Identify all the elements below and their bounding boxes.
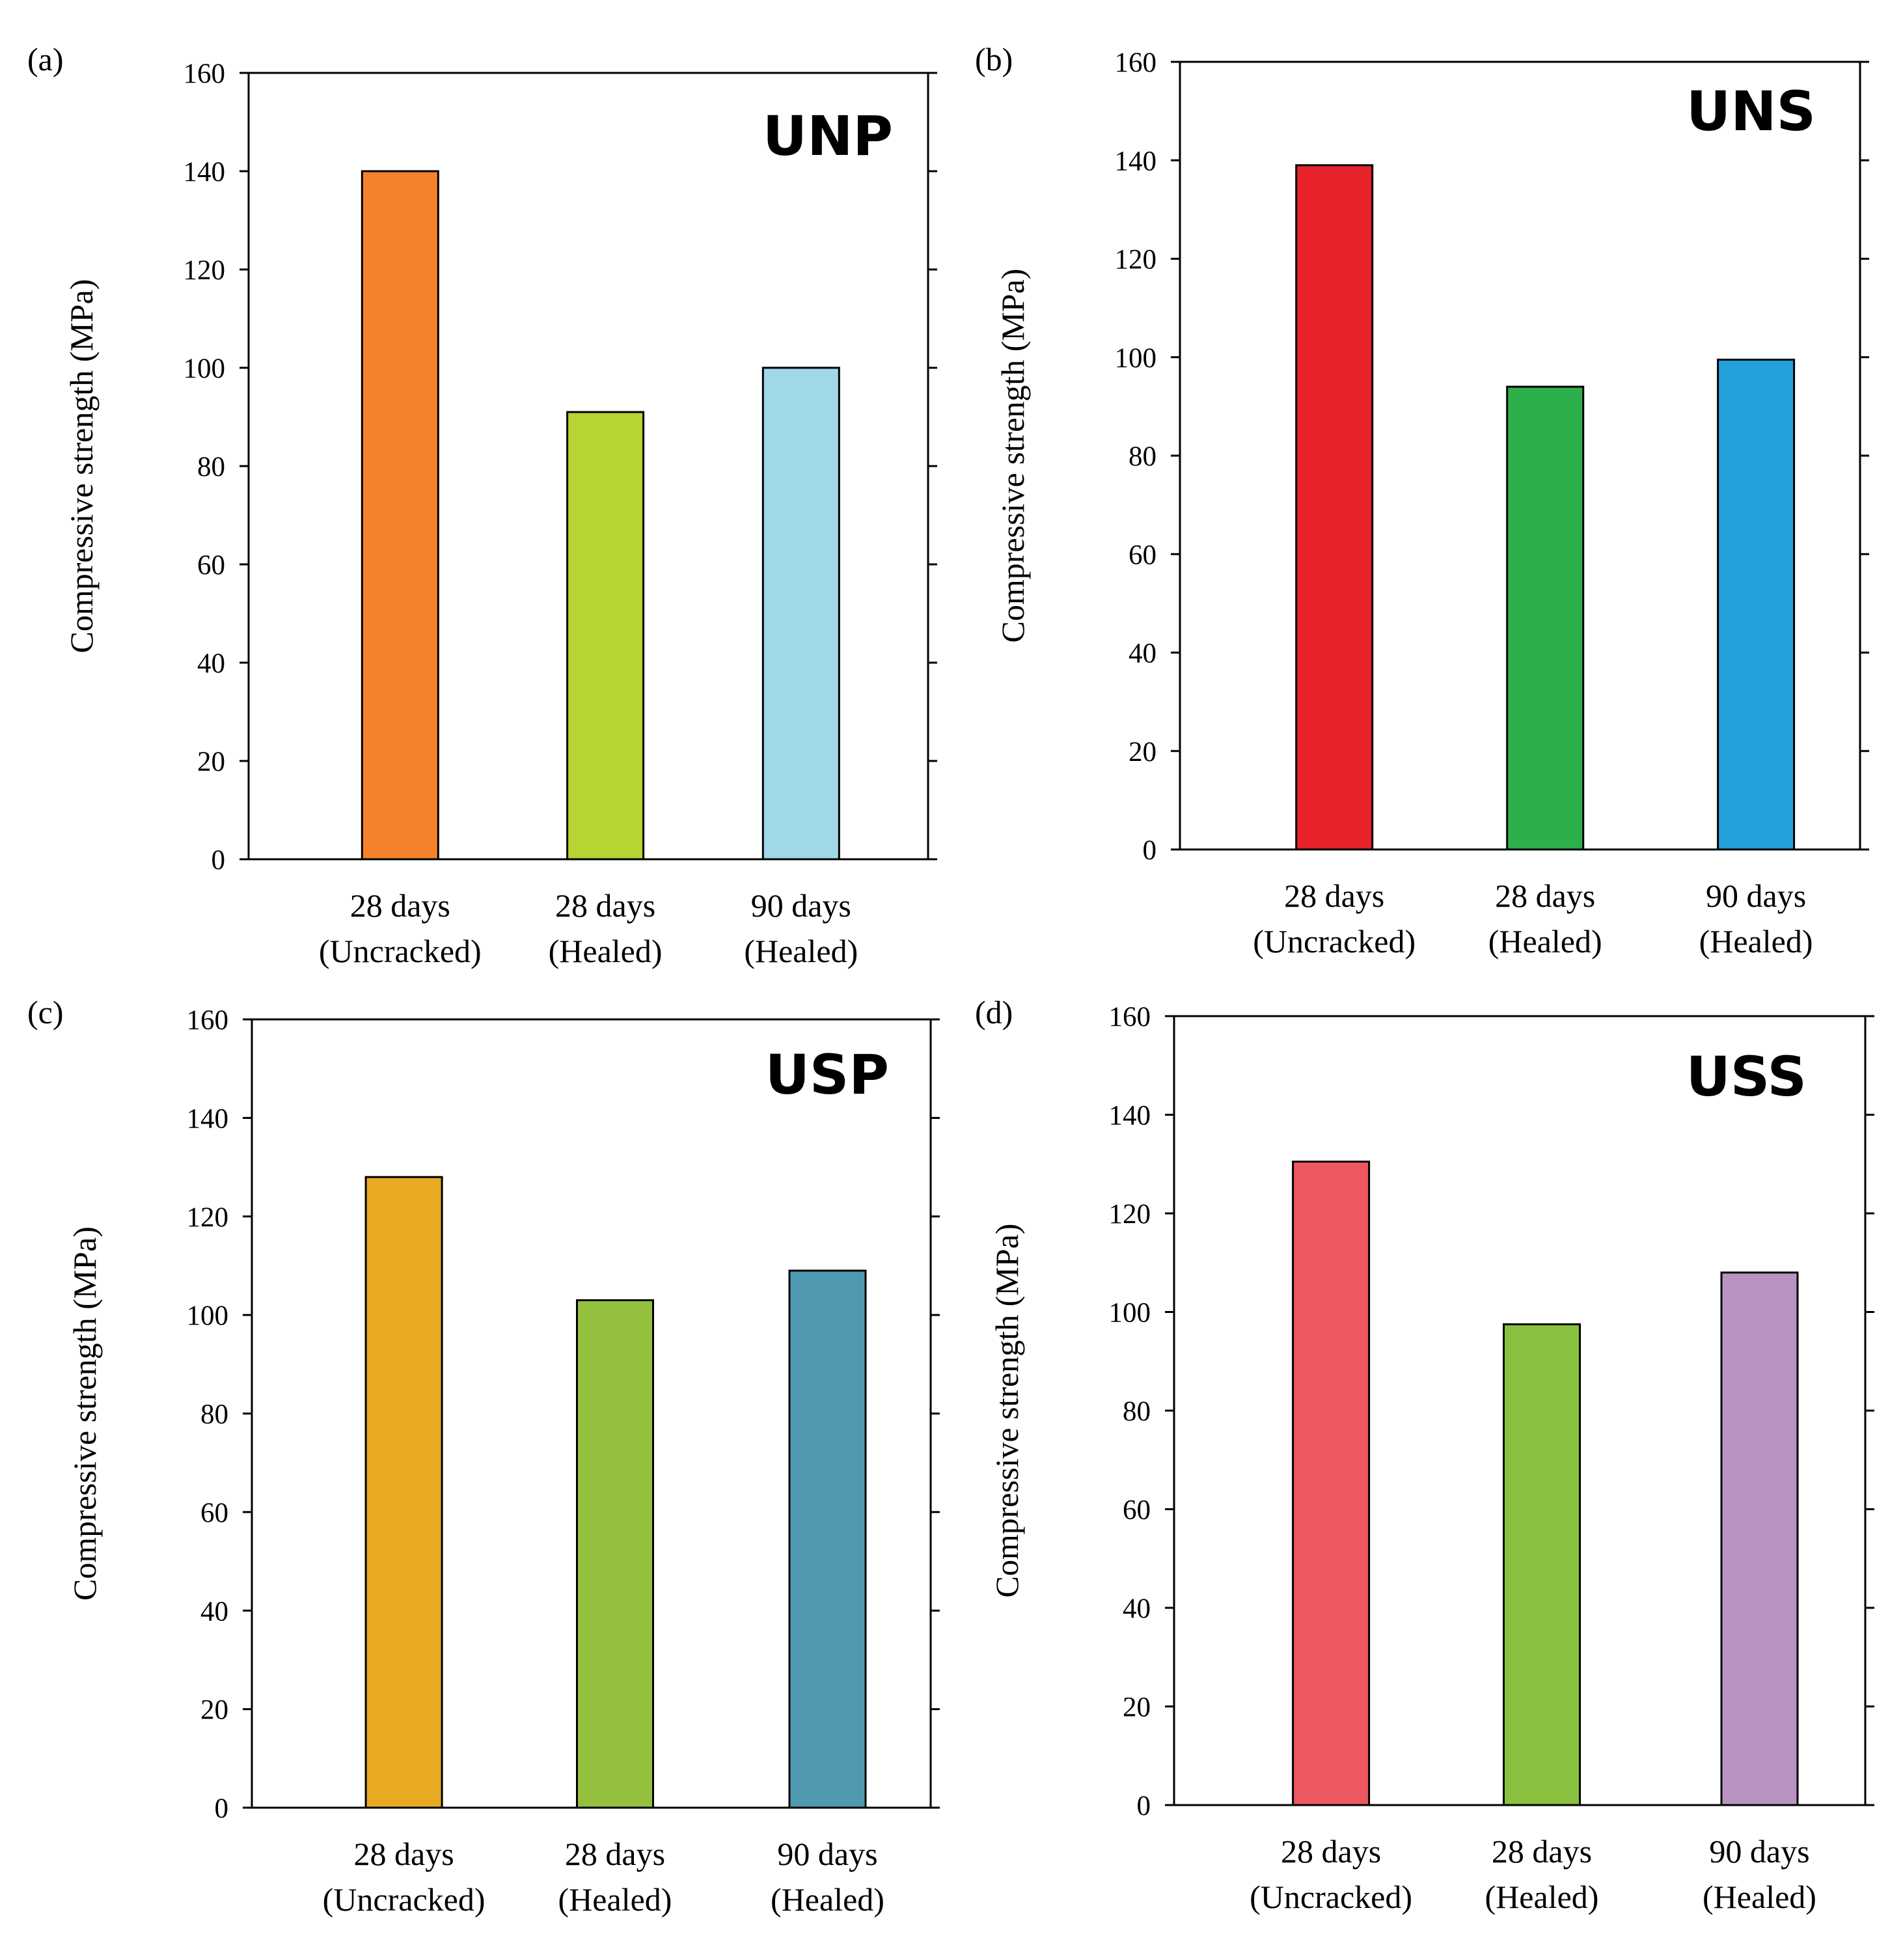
chart-title: USP xyxy=(765,1043,889,1107)
chart-panel-1: (a) 0 20 40 60 80 100 120 140 160 Compressive stre… xyxy=(27,41,937,969)
y-tick-label: 100 xyxy=(187,1301,229,1331)
y-tick-label: 80 xyxy=(200,1400,228,1430)
x-tick-label: (Healed) xyxy=(1488,923,1602,959)
bar xyxy=(1503,1323,1581,1806)
panel-label: (b) xyxy=(975,41,1013,77)
bar xyxy=(1506,385,1585,851)
y-tick-label: 60 xyxy=(1129,540,1157,570)
x-tick-label: 28 days xyxy=(565,1836,665,1872)
y-tick-label: 20 xyxy=(1123,1692,1151,1723)
y-tick-label: 100 xyxy=(1115,343,1157,374)
chart-panel-2: (b) 0 20 40 60 80 100 120 140 160 Compressive stre… xyxy=(975,41,1869,959)
bar xyxy=(361,170,439,861)
bar xyxy=(364,1176,443,1809)
y-tick-label: 80 xyxy=(197,452,225,482)
y-tick-label: 20 xyxy=(1129,737,1157,767)
y-tick-label: 60 xyxy=(1123,1495,1151,1526)
x-tick-label: 28 days xyxy=(1284,877,1384,914)
x-tick-label: (Uncracked) xyxy=(1250,1879,1412,1915)
chart-title: UNP xyxy=(763,104,893,168)
chart-title: UNS xyxy=(1686,79,1816,143)
y-tick-label: 40 xyxy=(1129,639,1157,669)
y-tick-label: 40 xyxy=(197,648,225,679)
x-tick-label: (Uncracked) xyxy=(323,1881,486,1918)
chart-title: USS xyxy=(1686,1045,1807,1109)
x-tick-label: (Healed) xyxy=(1485,1879,1599,1915)
y-tick-label: 0 xyxy=(1143,835,1157,866)
y-axis-label: Compressive strength (MPa) xyxy=(63,279,100,654)
bar xyxy=(1717,359,1796,851)
y-tick-label: 40 xyxy=(1123,1594,1151,1624)
chart-panel-4: (d) 0 20 40 60 80 100 120 140 160 Compressive stre… xyxy=(975,994,1874,1915)
y-tick-label: 60 xyxy=(197,550,225,581)
y-axis-label: Compressive strength (MPa) xyxy=(989,1224,1025,1598)
x-tick-label: (Uncracked) xyxy=(1253,923,1416,959)
y-tick-label: 160 xyxy=(1109,1002,1151,1032)
bar xyxy=(576,1299,654,1809)
x-tick-label: 28 days xyxy=(1492,1833,1592,1870)
x-tick-label: 28 days xyxy=(555,887,655,924)
y-tick-label: 100 xyxy=(184,353,226,384)
y-tick-label: 0 xyxy=(1137,1791,1151,1821)
bar xyxy=(1720,1271,1799,1806)
panel-label: (a) xyxy=(27,41,64,77)
panel-label: (c) xyxy=(27,994,64,1030)
x-tick-label: (Healed) xyxy=(771,1881,884,1918)
bar xyxy=(1292,1161,1371,1806)
x-tick-label: 28 days xyxy=(1281,1833,1381,1870)
y-tick-label: 100 xyxy=(1109,1298,1151,1329)
y-axis-label: Compressive strength (MPa) xyxy=(994,269,1031,643)
y-tick-label: 120 xyxy=(184,255,226,286)
y-tick-label: 40 xyxy=(200,1596,228,1627)
x-tick-label: 28 days xyxy=(350,887,450,924)
x-tick-label: (Healed) xyxy=(549,933,663,969)
bar xyxy=(566,411,645,861)
y-tick-label: 20 xyxy=(197,747,225,777)
y-tick-label: 120 xyxy=(1109,1199,1151,1230)
y-tick-label: 80 xyxy=(1123,1396,1151,1427)
x-tick-label: 90 days xyxy=(1709,1833,1809,1870)
chart-panel-3: (c) 0 20 40 60 80 100 120 140 160 Compressive stre… xyxy=(27,994,940,1918)
y-tick-label: 160 xyxy=(187,1005,229,1036)
y-tick-label: 140 xyxy=(1109,1101,1151,1131)
y-tick-label: 140 xyxy=(184,157,226,187)
x-tick-label: (Healed) xyxy=(1699,923,1813,959)
y-tick-label: 80 xyxy=(1129,441,1157,472)
y-tick-label: 120 xyxy=(187,1202,229,1233)
x-tick-label: (Healed) xyxy=(558,1881,672,1918)
y-tick-label: 160 xyxy=(184,59,226,89)
x-tick-label: 28 days xyxy=(354,1836,454,1872)
y-tick-label: 160 xyxy=(1115,48,1157,78)
y-tick-label: 0 xyxy=(212,845,226,876)
y-tick-label: 60 xyxy=(200,1498,228,1528)
bar xyxy=(761,366,840,861)
x-tick-label: (Healed) xyxy=(744,933,858,969)
x-tick-label: 28 days xyxy=(1495,877,1595,914)
y-tick-label: 0 xyxy=(215,1793,229,1824)
x-tick-label: (Healed) xyxy=(1703,1879,1816,1915)
x-tick-label: (Uncracked) xyxy=(319,933,482,969)
bar xyxy=(788,1269,867,1809)
y-tick-label: 140 xyxy=(187,1103,229,1134)
panel-label: (d) xyxy=(975,994,1013,1030)
x-tick-label: 90 days xyxy=(1706,877,1806,914)
bar xyxy=(1295,164,1374,851)
y-tick-label: 120 xyxy=(1115,245,1157,275)
y-axis-label: Compressive strength (MPa) xyxy=(66,1226,103,1601)
y-tick-label: 20 xyxy=(200,1695,228,1726)
x-tick-label: 90 days xyxy=(777,1836,877,1872)
y-tick-label: 140 xyxy=(1115,146,1157,176)
x-tick-label: 90 days xyxy=(751,887,851,924)
